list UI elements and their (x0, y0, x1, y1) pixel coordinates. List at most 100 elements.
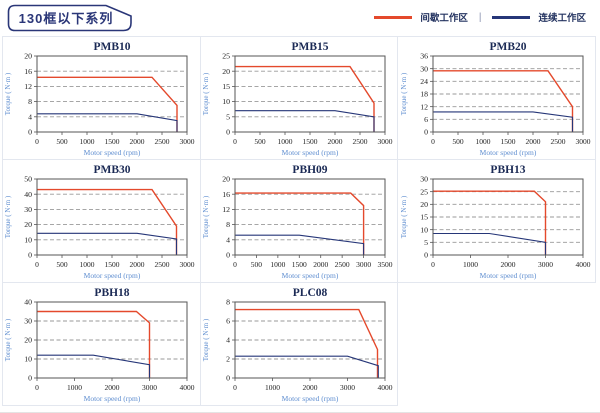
x-tick-label: 2500 (352, 137, 367, 146)
x-tick-label: 2500 (335, 260, 350, 269)
legend-separator: | (478, 11, 482, 23)
y-axis-label: Torque ( N·m ) (202, 72, 210, 115)
y-tick-label: 16 (25, 67, 33, 76)
y-tick-label: 15 (222, 82, 230, 91)
x-axis-label: Motor speed (rpm) (84, 148, 141, 157)
legend-item-continuous: 连续工作区 (492, 10, 586, 24)
x-tick-label: 2500 (155, 137, 170, 146)
chart-grid: 0 4 8 12 16 20 0 500 1000 1500 2000 2500 3000 PMB10 Mo… (2, 36, 596, 406)
x-tick-label: 3000 (575, 137, 590, 146)
y-axis-label: Torque ( N·m ) (400, 195, 408, 238)
chart-card-pbh09: 0 4 8 12 16 20 0 500 1000 1500 2000 2500 3000 3500 PBH… (201, 161, 398, 281)
x-tick-label: 3000 (538, 260, 553, 269)
y-tick-label: 30 (25, 317, 33, 326)
x-tick-label: 0 (431, 260, 435, 269)
intermittent-line (432, 70, 573, 132)
chart-title: PMB15 (291, 41, 328, 53)
y-tick-label: 5 (424, 238, 428, 247)
chart-title: PLC08 (293, 287, 328, 299)
intermittent-line (37, 76, 179, 132)
chart-card-plc08: 0 2 4 6 8 0 1000 2000 3000 4000 PLC08 Motor speed (… (201, 284, 398, 404)
x-axis-label: Motor speed (rpm) (282, 148, 339, 157)
y-tick-label: 6 (226, 317, 230, 326)
y-tick-label: 24 (420, 77, 428, 86)
x-tick-label: 0 (233, 137, 237, 146)
x-tick-label: 2000 (105, 383, 120, 392)
y-tick-label: 4 (28, 112, 32, 121)
x-axis-label: Motor speed (rpm) (84, 271, 141, 280)
y-tick-label: 30 (420, 175, 428, 184)
x-tick-label: 500 (452, 137, 464, 146)
x-tick-label: 3000 (142, 383, 157, 392)
intermittent-line (432, 190, 546, 255)
continuous-line-swatch-icon (492, 15, 531, 19)
chart-title: PBH18 (95, 287, 130, 299)
continuous-line (432, 111, 573, 132)
x-tick-label: 2000 (327, 137, 342, 146)
x-tick-label: 3000 (340, 383, 355, 392)
x-axis-label: Motor speed (rpm) (282, 271, 339, 280)
y-tick-label: 18 (420, 90, 428, 99)
chart-cell: 0 6 12 18 24 30 36 0 500 1000 1500 2000 2500 3000 PMB2… (397, 36, 596, 160)
legend-label-intermittent: 间歇工作区 (420, 13, 468, 24)
continuous-line (37, 354, 151, 378)
x-tick-label: 500 (57, 137, 69, 146)
legend-item-intermittent: 间歇工作区 (374, 10, 468, 24)
y-tick-label: 0 (424, 128, 428, 137)
x-axis-label: Motor speed (rpm) (479, 148, 536, 157)
plot-border (234, 55, 386, 133)
chart-plot: 0 4 8 12 16 20 0 500 1000 1500 2000 2500 3000 PMB10 Mo… (4, 41, 195, 157)
continuous-line (234, 234, 365, 255)
continuous-line (234, 355, 379, 378)
chart-card-pmb20: 0 6 12 18 24 30 36 0 500 1000 1500 2000 2500 3000 PMB2… (398, 38, 595, 158)
x-tick-label: 2000 (313, 260, 328, 269)
chart-card-pbh13: 0 5 10 15 20 25 30 0 1000 2000 3000 4000 PBH13 Motor … (398, 161, 595, 281)
intermittent-line (234, 308, 379, 378)
continuous-line (234, 110, 375, 132)
y-tick-label: 0 (28, 251, 32, 260)
y-tick-label: 25 (222, 52, 230, 61)
empty-cell (397, 282, 596, 406)
y-tick-label: 20 (25, 220, 33, 229)
y-tick-label: 25 (420, 187, 428, 196)
y-axis-label: Torque ( N·m ) (4, 318, 12, 361)
x-tick-label: 1000 (67, 383, 82, 392)
x-tick-label: 1000 (463, 260, 478, 269)
x-tick-label: 3500 (377, 260, 392, 269)
y-tick-label: 6 (424, 115, 428, 124)
x-tick-label: 0 (35, 137, 39, 146)
y-tick-label: 10 (222, 97, 230, 106)
chart-cell: 0 5 10 15 20 25 0 500 1000 1500 2000 2500 3000 PMB15 M… (199, 36, 399, 160)
intermittent-line-swatch-icon (374, 15, 413, 19)
chart-title: PMB30 (94, 164, 131, 176)
y-tick-label: 5 (226, 112, 230, 121)
x-tick-label: 1500 (500, 137, 515, 146)
chart-card-pmb30: 0 10 20 30 40 50 0 500 1000 1500 2000 2500 3000 PMB30… (3, 161, 200, 281)
legend-label-continuous: 连续工作区 (538, 13, 586, 24)
y-tick-label: 15 (420, 213, 428, 222)
intermittent-line (234, 65, 375, 132)
x-tick-label: 4000 (180, 383, 195, 392)
chart-cell: 0 5 10 15 20 25 30 0 1000 2000 3000 4000 PBH13 Motor … (397, 159, 596, 283)
x-tick-label: 1500 (292, 260, 307, 269)
y-tick-label: 20 (222, 175, 230, 184)
continuous-line (37, 232, 178, 255)
x-tick-label: 1500 (105, 137, 120, 146)
chart-plot: 0 4 8 12 16 20 0 500 1000 1500 2000 2500 3000 3500 PBH… (202, 164, 393, 280)
y-tick-label: 0 (28, 374, 32, 383)
y-tick-label: 8 (28, 97, 32, 106)
x-tick-label: 0 (233, 260, 237, 269)
y-tick-label: 0 (424, 251, 428, 260)
y-tick-label: 50 (25, 175, 33, 184)
x-tick-label: 1500 (302, 137, 317, 146)
legend: 间歇工作区 | 连续工作区 (374, 0, 586, 34)
chart-cell: 0 2 4 6 8 0 1000 2000 3000 4000 PLC08 Motor speed (… (199, 282, 399, 406)
y-tick-label: 4 (226, 336, 230, 345)
y-tick-label: 40 (25, 298, 33, 307)
x-tick-label: 500 (254, 137, 266, 146)
y-tick-label: 16 (222, 190, 230, 199)
chart-title: PBH09 (292, 164, 327, 176)
x-tick-label: 3000 (180, 137, 195, 146)
